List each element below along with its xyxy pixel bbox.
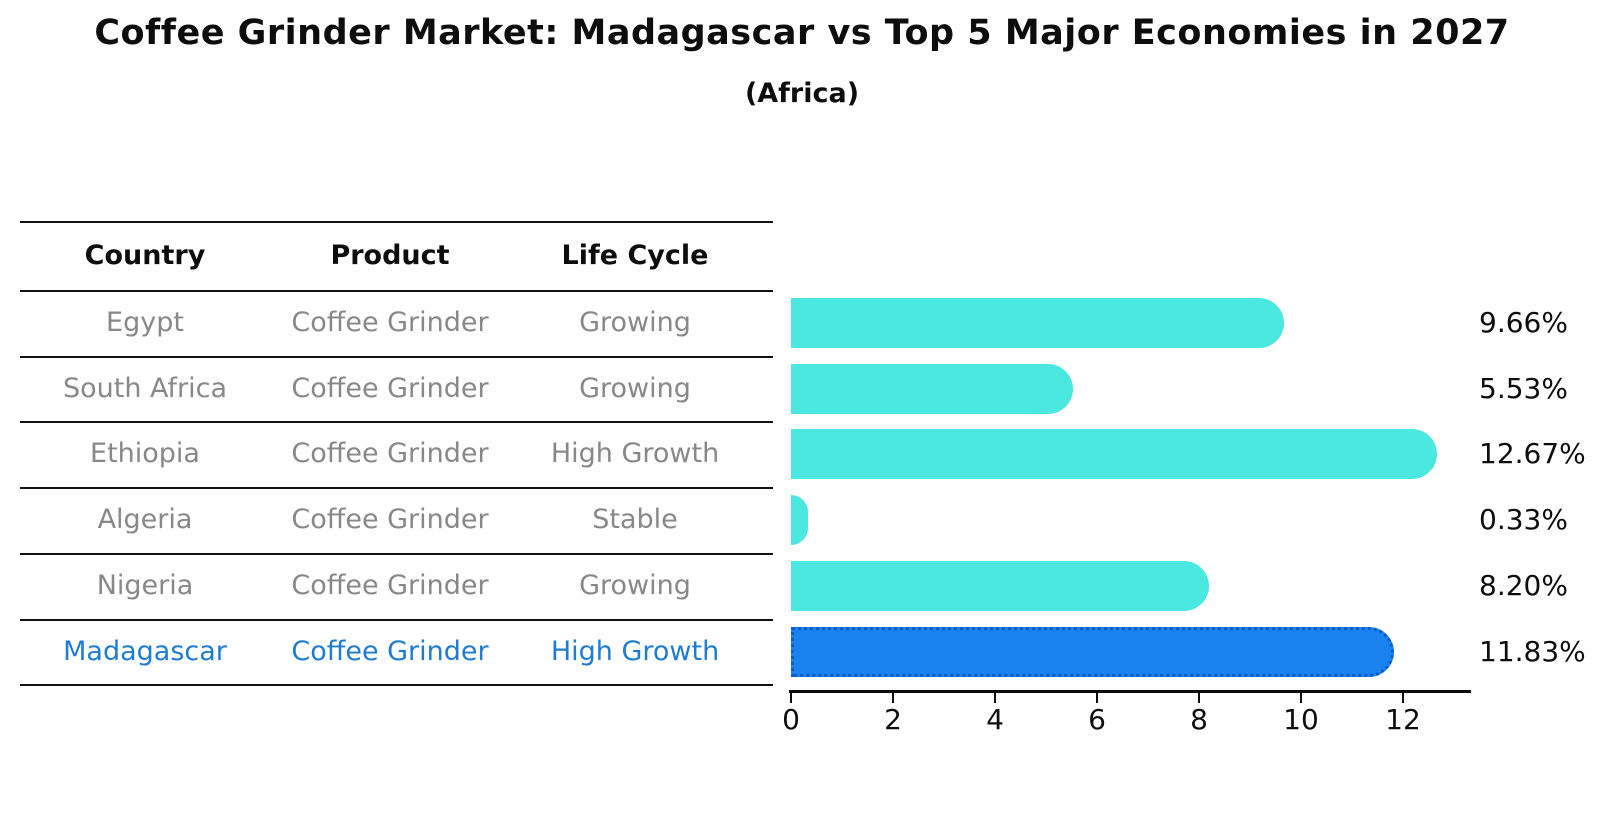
table-cell-life_cycle-nigeria: Growing [579, 570, 691, 601]
bar-south-africa [791, 363, 1073, 414]
column-header-product: Product [330, 239, 450, 271]
table-cell-country-algeria: Algeria [97, 504, 193, 535]
x-tick-mark [994, 693, 996, 703]
table-cell-life_cycle-algeria: Stable [592, 504, 678, 535]
table-top-rule [20, 221, 773, 223]
table-cell-country-ethiopia: Ethiopia [90, 438, 200, 469]
value-label-egypt: 9.66% [1479, 306, 1568, 339]
table-cell-life_cycle-egypt: Growing [579, 307, 691, 338]
table-cell-product-egypt: Coffee Grinder [291, 307, 489, 338]
x-tick-label: 12 [1385, 703, 1421, 736]
chart-title: Coffee Grinder Market: Madagascar vs Top… [94, 13, 1510, 53]
x-tick-mark [892, 693, 894, 703]
bar-nigeria [791, 561, 1209, 611]
table-cell-product-nigeria: Coffee Grinder [291, 570, 489, 601]
x-tick-label: 8 [1190, 703, 1208, 736]
column-header-life-cycle: Life Cycle [561, 239, 709, 271]
x-tick-label: 6 [1088, 703, 1106, 736]
bar-ethiopia [791, 429, 1437, 479]
x-tick-mark [1300, 693, 1302, 703]
table-cell-life_cycle-madagascar: High Growth [550, 635, 720, 667]
x-tick-label: 10 [1283, 703, 1319, 736]
value-label-ethiopia: 12.67% [1479, 437, 1586, 470]
table-cell-product-algeria: Coffee Grinder [291, 504, 489, 535]
bar-madagascar [791, 626, 1394, 677]
table-cell-country-nigeria: Nigeria [96, 570, 194, 601]
table-cell-life_cycle-south-africa: Growing [579, 372, 691, 404]
bar-egypt [791, 298, 1284, 348]
table-row-rule [20, 553, 773, 555]
column-header-country: Country [84, 239, 206, 271]
table-cell-country-south-africa: South Africa [62, 372, 228, 404]
x-tick-mark [1096, 693, 1098, 703]
value-label-south-africa: 5.53% [1479, 371, 1568, 405]
x-tick-mark [1402, 693, 1404, 703]
x-tick-mark [790, 693, 792, 703]
table-row-rule [20, 619, 773, 621]
bar-algeria [791, 495, 808, 545]
table-cell-country-egypt: Egypt [106, 307, 184, 338]
table-row-rule [20, 684, 773, 686]
table-cell-product-south-africa: Coffee Grinder [291, 372, 489, 404]
x-tick-label: 4 [986, 703, 1004, 736]
value-label-nigeria: 8.20% [1479, 569, 1568, 602]
x-tick-label: 0 [782, 703, 800, 736]
value-label-madagascar: 11.83% [1479, 634, 1586, 668]
table-cell-country-madagascar: Madagascar [63, 635, 227, 667]
table-row-rule [20, 421, 773, 423]
table-cell-life_cycle-ethiopia: High Growth [550, 438, 720, 469]
table-cell-product-ethiopia: Coffee Grinder [291, 438, 489, 469]
table-row-rule [20, 290, 773, 292]
table-row-rule [20, 487, 773, 489]
table-cell-product-madagascar: Coffee Grinder [291, 635, 489, 667]
table-row-rule [20, 356, 773, 358]
chart-subtitle: (Africa) [744, 78, 860, 109]
x-tick-label: 2 [884, 703, 902, 736]
x-axis-line [789, 690, 1471, 693]
x-tick-mark [1198, 693, 1200, 703]
value-label-algeria: 0.33% [1479, 503, 1568, 536]
